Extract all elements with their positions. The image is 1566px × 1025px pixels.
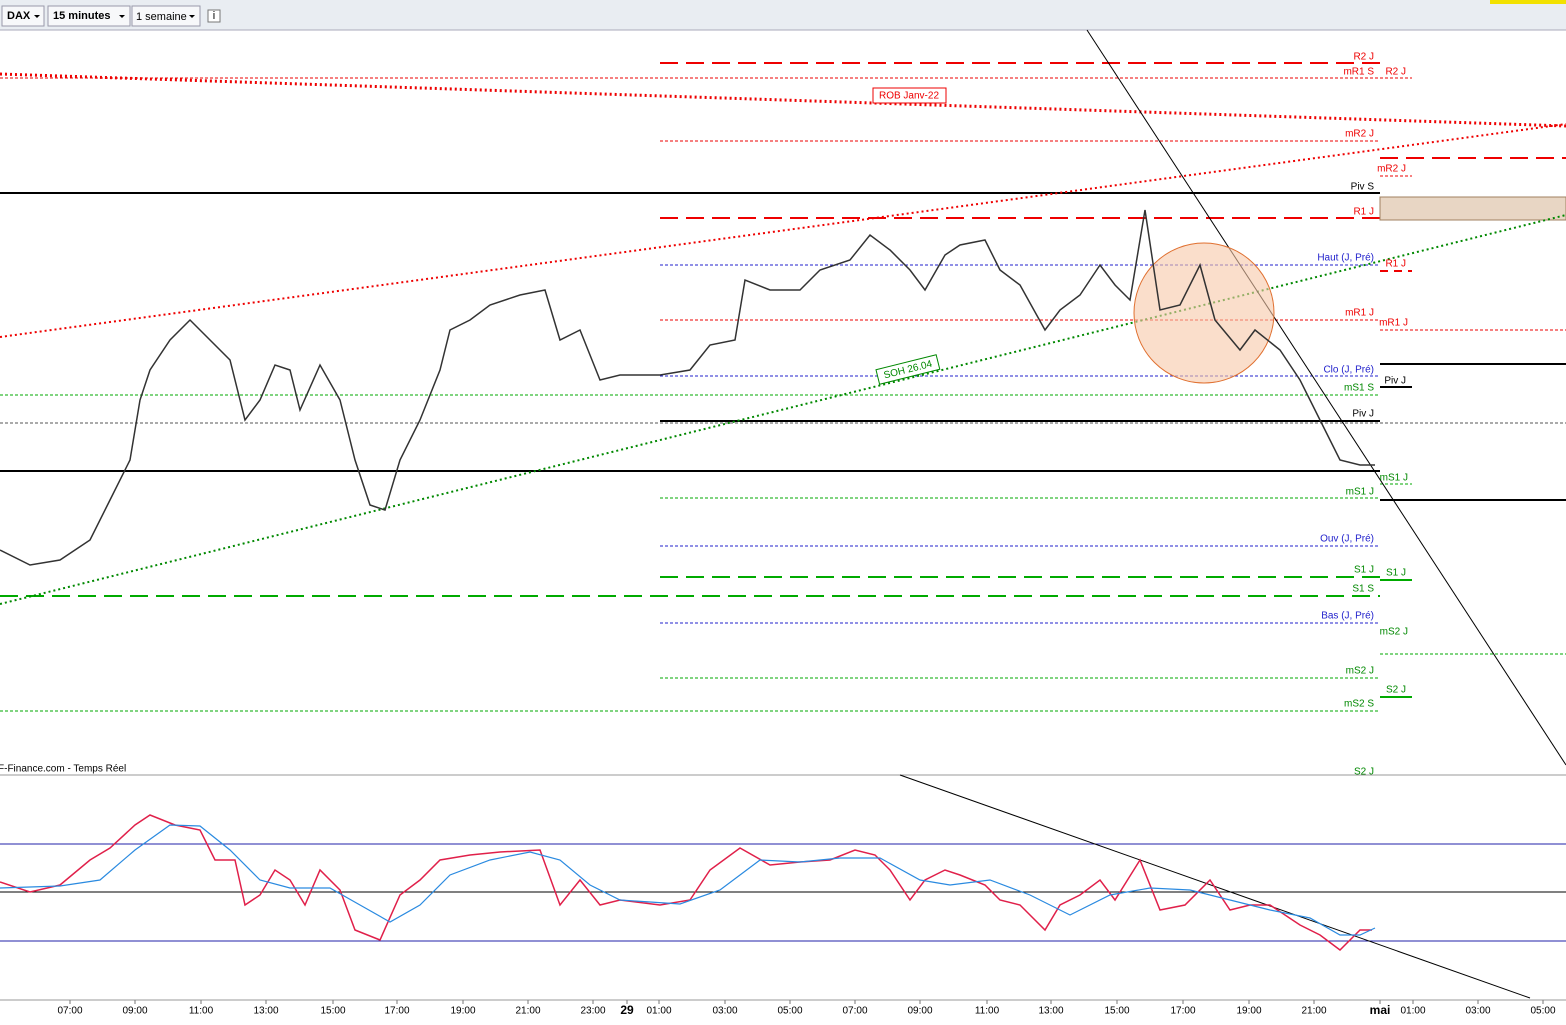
time-label: 21:00: [515, 1006, 540, 1017]
level-label: Piv J: [1384, 376, 1406, 387]
level-label: Bas (J, Pré): [1321, 611, 1374, 622]
toolbar: [0, 0, 1566, 30]
level-label: S1 J: [1386, 568, 1406, 579]
interval: 15 minutes: [53, 10, 110, 22]
level-label: mS1 J: [1380, 473, 1408, 484]
annotation-box: [872, 87, 947, 104]
level-label: mS2 J: [1346, 666, 1374, 677]
annotation-box: [875, 354, 941, 385]
time-label: 21:00: [1301, 1006, 1326, 1017]
level-label: mR1 J: [1379, 318, 1408, 329]
time-label: 03:00: [1465, 1006, 1490, 1017]
time-label: mai: [1370, 1003, 1391, 1017]
time-label: 15:00: [320, 1006, 345, 1017]
level-label: mR2 J: [1345, 129, 1374, 140]
level-label: mS1 S: [1344, 383, 1374, 394]
trend-line: [1086, 29, 1566, 766]
period-select[interactable]: [131, 5, 201, 27]
highlight-circle: [1133, 242, 1275, 384]
time-label: 17:00: [384, 1006, 409, 1017]
time-label: 09:00: [122, 1006, 147, 1017]
period: 1 semaine: [136, 11, 187, 23]
level-label: mR1 S: [1343, 67, 1374, 78]
price-line: [0, 209, 1375, 566]
info-button[interactable]: [207, 9, 221, 23]
interval-select[interactable]: [47, 5, 131, 27]
level-label: R1 J: [1385, 259, 1406, 270]
toolbar-flag: [1490, 0, 1566, 4]
level-label: Piv S: [1351, 182, 1375, 193]
level-label: R2 J: [1353, 52, 1374, 63]
instrument-select[interactable]: [1, 5, 45, 27]
trend-line: [0, 123, 1566, 338]
time-label: 07:00: [57, 1006, 82, 1017]
time-label: 15:00: [1104, 1006, 1129, 1017]
oscillator-line: [0, 814, 1372, 951]
level-label: R2 J: [1385, 67, 1406, 78]
level-label: Clo (J, Pré): [1323, 365, 1374, 376]
source: F-Finance.com - Temps Réel: [0, 764, 126, 775]
zone: [1379, 196, 1566, 221]
level-label: mS2 S: [1344, 699, 1374, 710]
time-label: 19:00: [450, 1006, 475, 1017]
time-label: 09:00: [907, 1006, 932, 1017]
time-label: 23:00: [580, 1006, 605, 1017]
annotation: ROB Janv-22: [879, 91, 939, 102]
time-label: 11:00: [975, 1006, 1000, 1017]
level-label: Ouv (J, Pré): [1320, 534, 1374, 545]
info-icon: i: [213, 10, 215, 22]
annotation-group: SOH 26.04: [875, 354, 941, 385]
level-label: mR2 J: [1377, 164, 1406, 175]
levels: [0, 29, 1566, 766]
dropdown-arrow: [119, 15, 125, 18]
time-label: 05:00: [1530, 1006, 1555, 1017]
level-label: S1 J: [1354, 565, 1374, 576]
time-label: 05:00: [777, 1006, 802, 1017]
level-label: S2 J: [1354, 767, 1374, 778]
instrument: DAX: [7, 10, 31, 22]
time-label: 19:00: [1236, 1006, 1261, 1017]
level-label: mS1 J: [1346, 487, 1374, 498]
level-label: R1 J: [1353, 207, 1374, 218]
time-label: 13:00: [1038, 1006, 1063, 1017]
level-label: S2 J: [1386, 685, 1406, 696]
level-label: Haut (J, Pré): [1317, 253, 1374, 264]
time-label: 11:00: [189, 1006, 214, 1017]
level-label: Piv J: [1352, 409, 1374, 420]
time-label: 07:00: [842, 1006, 867, 1017]
level-label: mR1 J: [1345, 308, 1374, 319]
time-label: 13:00: [253, 1006, 278, 1017]
trend-line: [0, 72, 1566, 128]
time-label: 17:00: [1170, 1006, 1195, 1017]
dropdown-arrow: [189, 15, 195, 18]
time-label: 01:00: [1400, 1006, 1425, 1017]
level-label: mS2 J: [1380, 627, 1408, 638]
time-axis: 07:00 09:00 11:00 13:00 15:00 17:00 19:00 21:00…: [57, 1000, 1556, 1017]
level-label: S1 S: [1352, 584, 1374, 595]
time-label: 03:00: [712, 1006, 737, 1017]
oscillator-line: [0, 824, 1376, 936]
time-label: 29: [620, 1003, 634, 1017]
time-label: 01:00: [646, 1006, 671, 1017]
trend-line: [0, 214, 1566, 605]
dropdown-arrow: [34, 15, 40, 18]
